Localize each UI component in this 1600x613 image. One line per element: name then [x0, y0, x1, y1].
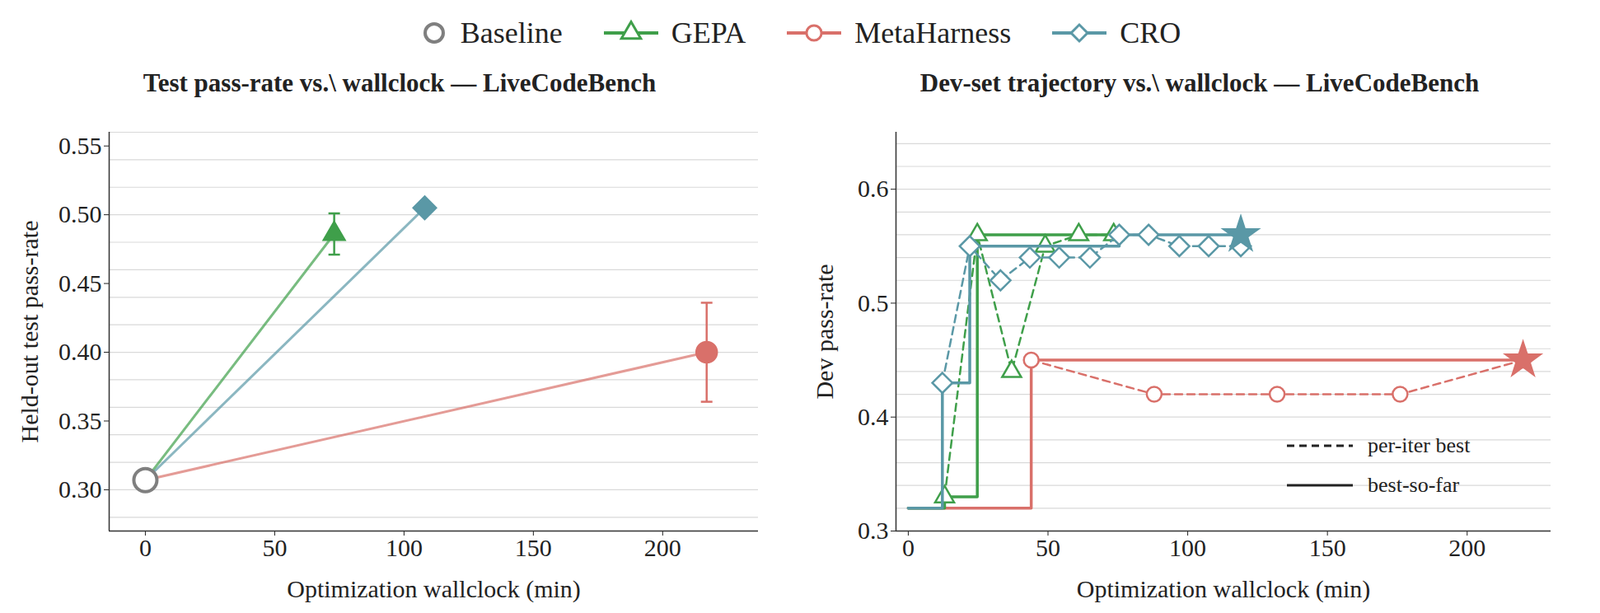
html-text:MetaHarness: MetaHarness	[854, 16, 1012, 50]
svg-text:200: 200	[1448, 533, 1486, 562]
svg-text:0: 0	[139, 533, 152, 562]
svg-text:0.30: 0.30	[58, 475, 103, 503]
svg-text:0.4: 0.4	[857, 402, 889, 431]
svg-text:Optimization wallclock (min): Optimization wallclock (min)	[1076, 575, 1371, 604]
html-text:CRO: CRO	[1119, 16, 1181, 50]
svg-text:0.50: 0.50	[58, 200, 103, 228]
svg-text:0.35: 0.35	[58, 407, 103, 435]
svg-text:50: 50	[261, 533, 287, 562]
html-text:Baseline: Baseline	[460, 16, 563, 50]
svg-text:Held-out test pass-rate: Held-out test pass-rate	[15, 220, 43, 444]
html-text:GEPA: GEPA	[671, 16, 746, 50]
html-text:best-so-far: best-so-far	[1367, 472, 1460, 497]
svg-text:100: 100	[1169, 533, 1207, 562]
svg-text:Dev pass-rate: Dev pass-rate	[810, 263, 838, 399]
svg-text:0.45: 0.45	[58, 269, 103, 297]
svg-text:0.6: 0.6	[857, 174, 889, 202]
svg-text:0.3: 0.3	[857, 516, 889, 544]
svg-text:0.40: 0.40	[58, 337, 103, 365]
svg-text:0.5: 0.5	[857, 289, 889, 317]
svg-text:150: 150	[1309, 533, 1347, 562]
svg-text:150: 150	[514, 533, 553, 562]
svg-text:0.55: 0.55	[58, 131, 103, 160]
html-text:Test pass-rate vs.\ wallclock: Test pass-rate vs.\ wallclock — LiveCode…	[143, 68, 656, 98]
svg-text:0: 0	[902, 533, 915, 562]
html-text:per-iter best: per-iter best	[1367, 433, 1471, 458]
svg-text:200: 200	[644, 533, 682, 562]
svg-text:100: 100	[385, 533, 423, 562]
html-text:Dev-set trajectory vs.\ wallcl: Dev-set trajectory vs.\ wallclock — Live…	[920, 68, 1480, 98]
svg-text:50: 50	[1035, 533, 1061, 562]
svg-text:Optimization wallclock (min): Optimization wallclock (min)	[286, 575, 581, 604]
